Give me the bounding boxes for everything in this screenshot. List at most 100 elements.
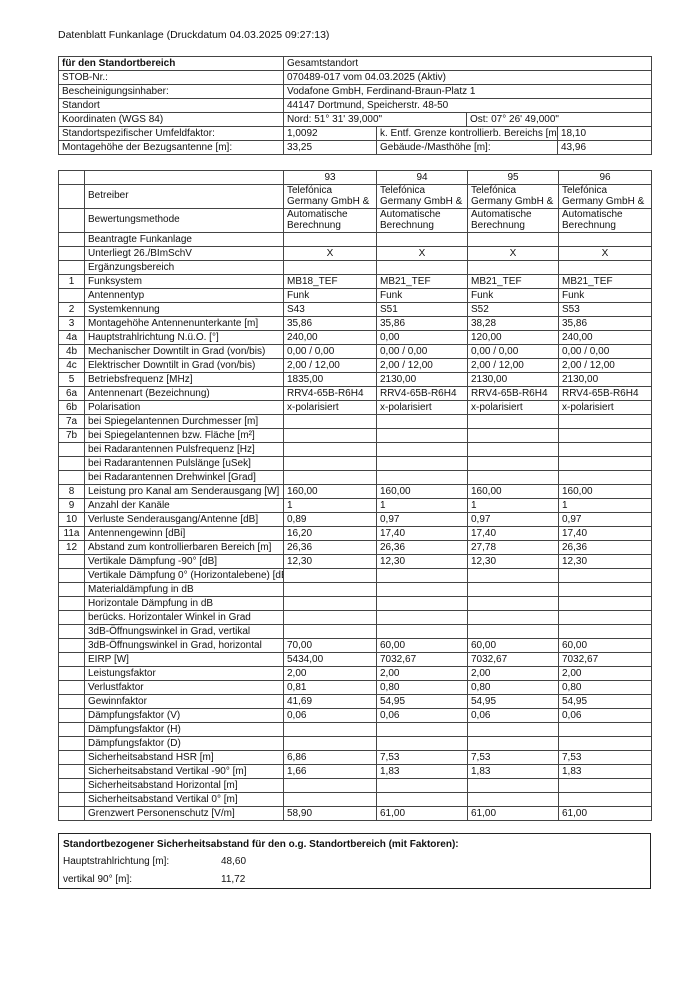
antenna-value [283, 456, 377, 471]
row-label: Sicherheitsabstand Vertikal 0° [m] [84, 792, 284, 807]
row-number [58, 208, 85, 233]
antenna-value [376, 582, 468, 597]
antenna-value: 7,53 [376, 750, 468, 765]
row-label: Antennengewinn [dBi] [84, 526, 284, 541]
ctrl-dist-value: 18,10 [556, 126, 653, 141]
antenna-value [376, 232, 468, 247]
antenna-value: 6,86 [283, 750, 377, 765]
antenna-value: S52 [467, 302, 559, 317]
antenna-value [558, 568, 652, 583]
antenna-value [558, 414, 652, 429]
table-row: 3dB-Öffnungswinkel in Grad, vertikal [58, 624, 652, 639]
row-label: Unterliegt 26./BImSchV [84, 246, 284, 261]
document-title: Datenblatt Funkanlage (Druckdatum 04.03.… [58, 29, 330, 41]
antenna-value [376, 442, 468, 457]
antenna-value: MB21_TEF [376, 274, 468, 289]
antenna-value: 54,95 [376, 694, 468, 709]
row-label: Leistungsfaktor [84, 666, 284, 681]
antenna-value: 16,20 [283, 526, 377, 541]
site-row-mount-height: Montagehöhe der Bezugsantenne [m]: 33,25… [58, 140, 653, 155]
main-direction-value: 48,60 [221, 856, 247, 867]
antenna-value: 54,95 [467, 694, 559, 709]
antenna-value: 0,00 / 0,00 [467, 344, 559, 359]
antenna-value [558, 792, 652, 807]
antenna-value: MB21_TEF [558, 274, 652, 289]
row-number [58, 680, 85, 695]
table-row: 1 Funksystem MB18_TEF MB21_TEF MB21_TEF MB21_… [58, 274, 652, 289]
antenna-value: x-polarisiert [283, 400, 377, 415]
antenna-value: 1835,00 [283, 372, 377, 387]
antenna-value: X [283, 246, 377, 261]
vertical-value: 11,72 [221, 874, 246, 885]
antenna-value: 7032,67 [376, 652, 468, 667]
antenna-value: 7,53 [558, 750, 652, 765]
antenna-value [558, 722, 652, 737]
antenna-value: RRV4-65B-R6H4 [467, 386, 559, 401]
table-row: Sicherheitsabstand Vertikal -90° [m] 1,66… [58, 764, 652, 779]
coords-label: Koordinaten (WGS 84) [58, 112, 284, 127]
antenna-value: Automatische Berechnung [558, 208, 652, 233]
table-row: Dämpfungsfaktor (H) [58, 722, 652, 737]
antenna-value [467, 778, 559, 793]
antenna-value [467, 596, 559, 611]
antenna-value [558, 470, 652, 485]
table-row: 6a Antennenart (Bezeichnung) RRV4-65B-R6H4… [58, 386, 652, 401]
site-header-label: für den Standortbereich [58, 56, 284, 71]
row-number [58, 694, 85, 709]
table-row: Ergänzungsbereich [58, 260, 652, 275]
table-row: Bewertungsmethode Automatische Berechnung A… [58, 208, 652, 233]
row-number: 3 [58, 316, 85, 331]
antenna-value [376, 610, 468, 625]
table-row: Materialdämpfung in dB [58, 582, 652, 597]
antenna-value: x-polarisiert [467, 400, 559, 415]
row-number [58, 736, 85, 751]
location-label: Standort [58, 98, 284, 113]
row-number [58, 184, 85, 209]
holder-value: Vodafone GmbH, Ferdinand-Braun-Platz 1 [282, 84, 653, 99]
row-label: Abstand zum kontrollierbaren Bereich [m] [84, 540, 284, 555]
table-row: Dämpfungsfaktor (V) 0,06 0,06 0,06 0,06 [58, 708, 652, 723]
antenna-value: 60,00 [558, 638, 652, 653]
antenna-value: 7032,67 [467, 652, 559, 667]
antenna-value: 0,80 [558, 680, 652, 695]
antenna-value: 0,00 [376, 330, 468, 345]
antenna-value [467, 792, 559, 807]
antenna-value [467, 610, 559, 625]
antenna-value: RRV4-65B-R6H4 [283, 386, 377, 401]
antenna-value [467, 414, 559, 429]
row-number [58, 442, 85, 457]
row-label: Sicherheitsabstand Vertikal -90° [m] [84, 764, 284, 779]
antenna-value: 1 [467, 498, 559, 513]
antenna-value [283, 778, 377, 793]
antenna-value: 0,06 [467, 708, 559, 723]
table-row: Dämpfungsfaktor (D) [58, 736, 652, 751]
row-label: 3dB-Öffnungswinkel in Grad, vertikal [84, 624, 284, 639]
row-number [58, 246, 85, 261]
antenna-value: 0,97 [376, 512, 468, 527]
antenna-value: 0,06 [558, 708, 652, 723]
table-row: 6b Polarisation x-polarisiert x-polarisiert… [58, 400, 652, 415]
antenna-value: 61,00 [467, 806, 559, 821]
antenna-value [376, 624, 468, 639]
row-label: Ergänzungsbereich [84, 260, 284, 275]
antenna-value [283, 610, 377, 625]
row-number: 7b [58, 428, 85, 443]
row-label: bei Radarantennen Drehwinkel [Grad] [84, 470, 284, 485]
row-label: Polarisation [84, 400, 284, 415]
antenna-value: 26,36 [283, 540, 377, 555]
antenna-value: 5434,00 [283, 652, 377, 667]
antenna-value [283, 792, 377, 807]
table-row: bei Radarantennen Drehwinkel [Grad] [58, 470, 652, 485]
antenna-value: MB18_TEF [283, 274, 377, 289]
row-number [58, 554, 85, 569]
table-row: Verlustfaktor 0,81 0,80 0,80 0,80 [58, 680, 652, 695]
antenna-column-header: 96 [558, 170, 652, 185]
antenna-value [467, 736, 559, 751]
antenna-value: 240,00 [283, 330, 377, 345]
antenna-value [283, 428, 377, 443]
row-label: Mechanischer Downtilt in Grad (von/bis) [84, 344, 284, 359]
table-row: 5 Betriebsfrequenz [MHz] 1835,00 2130,00 213… [58, 372, 652, 387]
antenna-value: MB21_TEF [467, 274, 559, 289]
antenna-value [283, 596, 377, 611]
row-label: Hauptstrahlrichtung N.ü.O. [°] [84, 330, 284, 345]
